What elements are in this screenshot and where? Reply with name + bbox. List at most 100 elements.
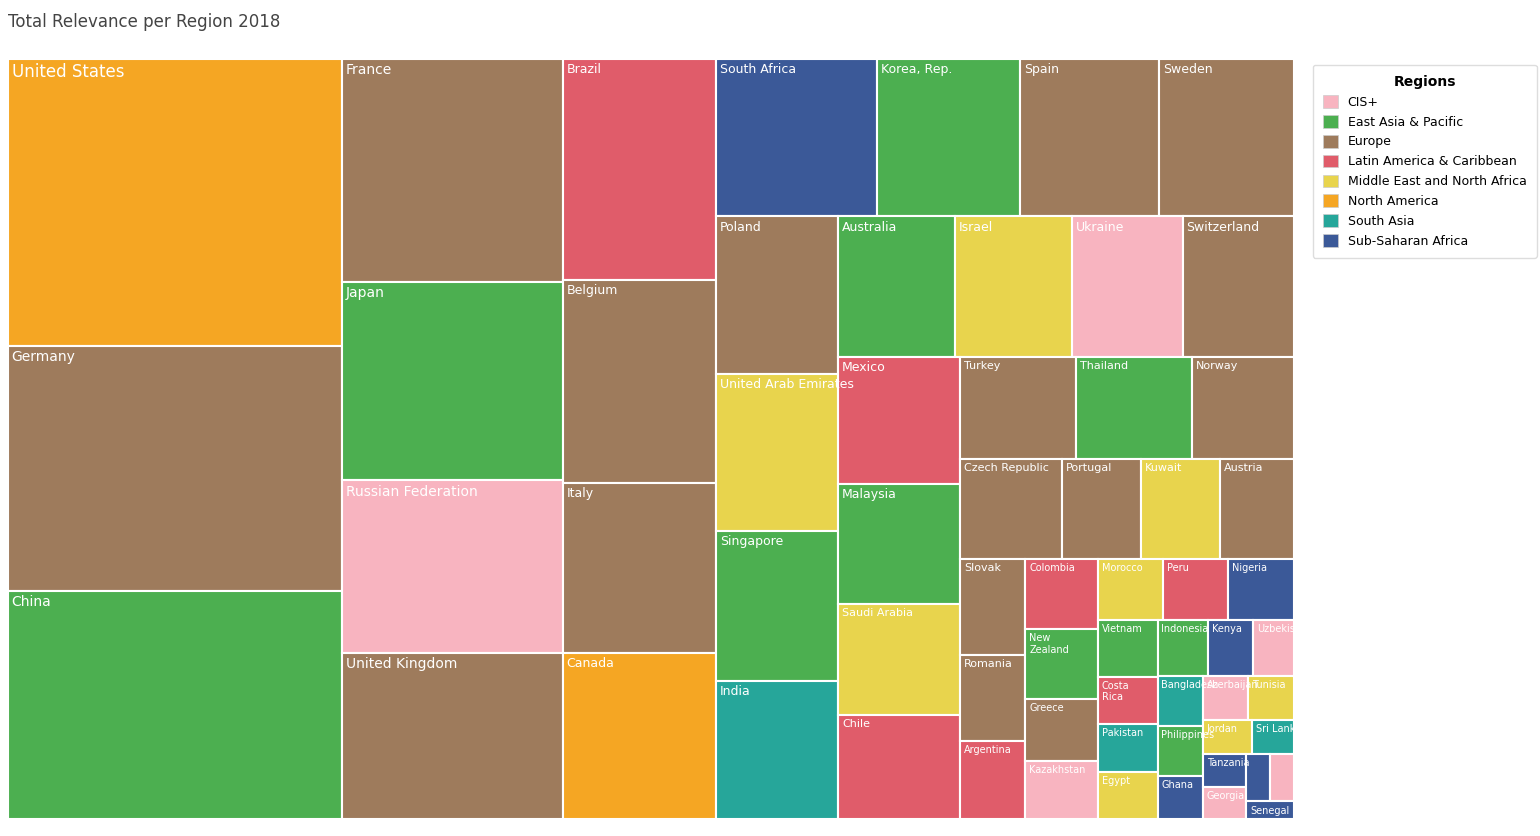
FancyBboxPatch shape	[716, 217, 838, 374]
Text: Tunisia: Tunisia	[1252, 680, 1286, 690]
Text: Argentina: Argentina	[964, 746, 1012, 755]
FancyBboxPatch shape	[1249, 676, 1294, 720]
Text: Czech Republic: Czech Republic	[964, 463, 1049, 473]
FancyBboxPatch shape	[1141, 459, 1220, 559]
Text: Ghana: Ghana	[1161, 780, 1194, 790]
Text: Mexico: Mexico	[842, 360, 886, 374]
Text: Slovak: Slovak	[964, 563, 1001, 573]
FancyBboxPatch shape	[342, 283, 562, 481]
Text: Vietnam: Vietnam	[1103, 624, 1143, 634]
FancyBboxPatch shape	[838, 357, 961, 484]
Text: Senegal: Senegal	[1250, 806, 1289, 815]
Text: Korea, Rep.: Korea, Rep.	[881, 63, 952, 75]
Text: Nigeria: Nigeria	[1232, 563, 1267, 573]
FancyBboxPatch shape	[342, 59, 562, 283]
FancyBboxPatch shape	[1063, 459, 1141, 559]
FancyBboxPatch shape	[1229, 559, 1294, 619]
FancyBboxPatch shape	[1098, 619, 1158, 677]
FancyBboxPatch shape	[716, 681, 838, 819]
FancyBboxPatch shape	[1098, 677, 1158, 724]
Text: Greece: Greece	[1029, 703, 1064, 713]
FancyBboxPatch shape	[1026, 559, 1098, 629]
FancyBboxPatch shape	[838, 715, 961, 819]
Text: Sweden: Sweden	[1163, 63, 1214, 75]
FancyBboxPatch shape	[8, 59, 342, 346]
Text: Australia: Australia	[842, 221, 898, 233]
FancyBboxPatch shape	[1072, 217, 1183, 357]
FancyBboxPatch shape	[716, 59, 876, 217]
Text: Ukraine: Ukraine	[1076, 221, 1124, 233]
FancyBboxPatch shape	[716, 374, 838, 531]
Text: Philippines: Philippines	[1161, 730, 1215, 740]
Text: Poland: Poland	[719, 221, 761, 233]
FancyBboxPatch shape	[961, 742, 1026, 819]
Text: South Africa: South Africa	[719, 63, 796, 75]
Text: Uzbekistan: Uzbekistan	[1257, 624, 1311, 634]
FancyBboxPatch shape	[1076, 357, 1192, 459]
FancyBboxPatch shape	[1246, 754, 1270, 802]
Text: Bangladesh: Bangladesh	[1161, 680, 1218, 690]
Text: Russian Federation: Russian Federation	[346, 485, 477, 498]
Text: Malaysia: Malaysia	[842, 488, 896, 501]
FancyBboxPatch shape	[1026, 761, 1098, 819]
Text: Singapore: Singapore	[719, 535, 782, 548]
FancyBboxPatch shape	[716, 531, 838, 681]
FancyBboxPatch shape	[342, 481, 562, 653]
Text: Pakistan: Pakistan	[1103, 728, 1143, 738]
Text: Belgium: Belgium	[567, 284, 618, 297]
FancyBboxPatch shape	[1203, 676, 1249, 720]
Text: United States: United States	[12, 63, 125, 80]
FancyBboxPatch shape	[562, 653, 716, 819]
Text: Tanzania: Tanzania	[1207, 758, 1249, 768]
Text: Egypt: Egypt	[1103, 776, 1130, 786]
FancyBboxPatch shape	[562, 483, 716, 653]
FancyBboxPatch shape	[1098, 772, 1158, 819]
FancyBboxPatch shape	[1026, 699, 1098, 761]
FancyBboxPatch shape	[1098, 559, 1163, 619]
FancyBboxPatch shape	[1019, 59, 1160, 217]
FancyBboxPatch shape	[1026, 629, 1098, 699]
Text: Costa
Rica: Costa Rica	[1103, 681, 1130, 702]
Text: Jordan: Jordan	[1207, 724, 1238, 734]
FancyBboxPatch shape	[562, 59, 716, 280]
Text: Azerbaijan: Azerbaijan	[1207, 680, 1258, 690]
FancyBboxPatch shape	[1192, 357, 1294, 459]
Text: Peru: Peru	[1167, 563, 1189, 573]
Text: Indonesia: Indonesia	[1161, 624, 1209, 634]
Text: New
Zealand: New Zealand	[1029, 633, 1069, 655]
Text: Italy: Italy	[567, 487, 594, 500]
Text: Romania: Romania	[964, 659, 1013, 669]
FancyBboxPatch shape	[1270, 754, 1294, 802]
FancyBboxPatch shape	[1203, 787, 1246, 819]
FancyBboxPatch shape	[1203, 720, 1252, 754]
FancyBboxPatch shape	[1158, 776, 1203, 819]
Text: Switzerland: Switzerland	[1187, 221, 1260, 233]
Text: Portugal: Portugal	[1066, 463, 1112, 473]
FancyBboxPatch shape	[8, 346, 342, 591]
Text: United Arab Emirates: United Arab Emirates	[719, 378, 853, 390]
FancyBboxPatch shape	[955, 217, 1072, 357]
FancyBboxPatch shape	[1160, 59, 1294, 217]
Text: Total Relevance per Region 2018: Total Relevance per Region 2018	[8, 13, 280, 31]
FancyBboxPatch shape	[342, 653, 562, 819]
Text: Spain: Spain	[1024, 63, 1060, 75]
Text: Chile: Chile	[842, 719, 870, 729]
FancyBboxPatch shape	[1158, 619, 1207, 676]
Text: China: China	[12, 595, 51, 609]
Text: Sri Lanka: Sri Lanka	[1257, 724, 1301, 734]
FancyBboxPatch shape	[961, 459, 1063, 559]
FancyBboxPatch shape	[562, 280, 716, 483]
FancyBboxPatch shape	[8, 591, 342, 819]
FancyBboxPatch shape	[1163, 559, 1229, 619]
Text: Morocco: Morocco	[1103, 563, 1143, 573]
FancyBboxPatch shape	[1254, 619, 1294, 676]
Text: Kuwait: Kuwait	[1144, 463, 1183, 473]
Legend: CIS+, East Asia & Pacific, Europe, Latin America & Caribbean, Middle East and No: CIS+, East Asia & Pacific, Europe, Latin…	[1312, 64, 1537, 257]
Text: India: India	[719, 685, 750, 698]
FancyBboxPatch shape	[1252, 720, 1294, 754]
Text: Thailand: Thailand	[1080, 360, 1127, 370]
FancyBboxPatch shape	[1158, 726, 1203, 776]
Text: Saudi Arabia: Saudi Arabia	[842, 609, 913, 618]
FancyBboxPatch shape	[1246, 802, 1294, 819]
Text: France: France	[346, 63, 393, 77]
